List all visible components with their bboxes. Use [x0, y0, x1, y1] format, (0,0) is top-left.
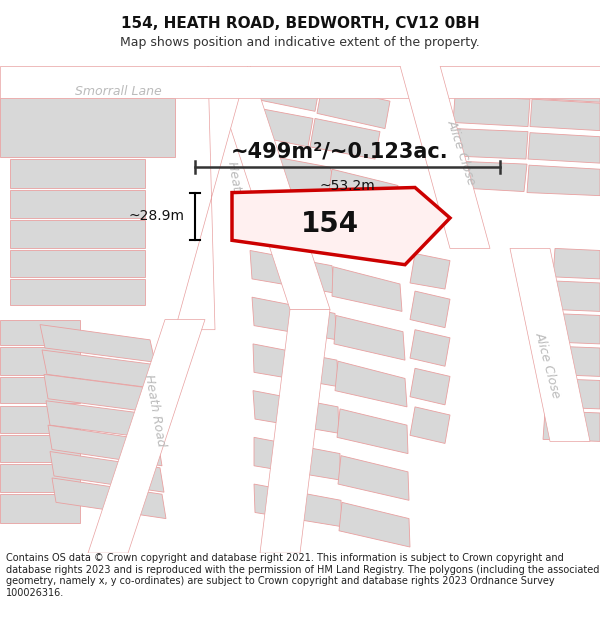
Polygon shape [452, 161, 527, 191]
Polygon shape [250, 251, 335, 293]
Polygon shape [332, 267, 402, 311]
Polygon shape [48, 425, 162, 466]
Polygon shape [0, 464, 80, 492]
Polygon shape [10, 189, 145, 218]
Polygon shape [248, 152, 340, 198]
Polygon shape [410, 407, 450, 444]
Polygon shape [10, 279, 145, 305]
Polygon shape [553, 248, 600, 279]
Polygon shape [253, 344, 338, 386]
Polygon shape [0, 347, 80, 376]
Polygon shape [243, 106, 313, 147]
Polygon shape [328, 169, 398, 213]
Text: 154, HEATH ROAD, BEDWORTH, CV12 0BH: 154, HEATH ROAD, BEDWORTH, CV12 0BH [121, 16, 479, 31]
Polygon shape [254, 438, 340, 480]
Polygon shape [10, 159, 145, 188]
Polygon shape [551, 281, 600, 311]
Text: Alice Close: Alice Close [445, 118, 479, 186]
Text: Map shows position and indicative extent of the property.: Map shows position and indicative extent… [120, 36, 480, 49]
Polygon shape [310, 119, 380, 159]
Polygon shape [547, 346, 600, 376]
Polygon shape [453, 129, 528, 159]
Text: Smorrall Lane: Smorrall Lane [75, 84, 162, 98]
Text: ~28.9m: ~28.9m [129, 209, 185, 224]
Text: Contains OS data © Crown copyright and database right 2021. This information is : Contains OS data © Crown copyright and d… [6, 553, 599, 598]
Polygon shape [410, 330, 450, 366]
Polygon shape [10, 220, 145, 248]
Polygon shape [339, 503, 410, 547]
Polygon shape [410, 291, 450, 328]
Polygon shape [44, 374, 158, 413]
Text: Heath Road: Heath Road [142, 374, 168, 448]
Polygon shape [0, 435, 80, 462]
Polygon shape [545, 378, 600, 409]
Polygon shape [232, 188, 450, 265]
Polygon shape [337, 409, 408, 454]
Polygon shape [335, 361, 407, 407]
Polygon shape [0, 98, 175, 157]
Polygon shape [253, 391, 339, 433]
Polygon shape [175, 66, 248, 330]
Polygon shape [317, 86, 390, 129]
Polygon shape [46, 401, 160, 439]
Polygon shape [453, 96, 530, 126]
Polygon shape [528, 132, 600, 163]
Polygon shape [527, 165, 600, 196]
Polygon shape [0, 494, 80, 522]
Polygon shape [530, 72, 600, 102]
Polygon shape [250, 71, 320, 111]
Polygon shape [40, 324, 155, 362]
Polygon shape [549, 314, 600, 344]
Polygon shape [0, 66, 600, 98]
Polygon shape [52, 478, 166, 519]
Polygon shape [210, 66, 330, 309]
Polygon shape [0, 378, 80, 402]
Polygon shape [510, 248, 590, 441]
Polygon shape [410, 254, 450, 289]
Polygon shape [260, 309, 330, 553]
Polygon shape [50, 451, 164, 493]
Polygon shape [0, 319, 80, 345]
Polygon shape [330, 220, 400, 264]
Polygon shape [334, 316, 405, 360]
Polygon shape [530, 99, 600, 131]
Polygon shape [252, 297, 337, 340]
Polygon shape [453, 68, 530, 96]
Text: ~499m²/~0.123ac.: ~499m²/~0.123ac. [231, 142, 449, 162]
Text: Heath Road: Heath Road [225, 161, 251, 235]
Text: ~53.2m: ~53.2m [320, 179, 376, 193]
Polygon shape [400, 66, 490, 248]
Polygon shape [254, 484, 342, 527]
Polygon shape [0, 406, 80, 433]
Polygon shape [410, 368, 450, 405]
Text: 154: 154 [301, 210, 359, 238]
Polygon shape [88, 319, 205, 553]
Polygon shape [10, 251, 145, 277]
Polygon shape [42, 350, 157, 389]
Text: Alice Close: Alice Close [533, 331, 563, 400]
Polygon shape [543, 411, 600, 441]
Polygon shape [248, 202, 335, 246]
Polygon shape [338, 456, 409, 500]
